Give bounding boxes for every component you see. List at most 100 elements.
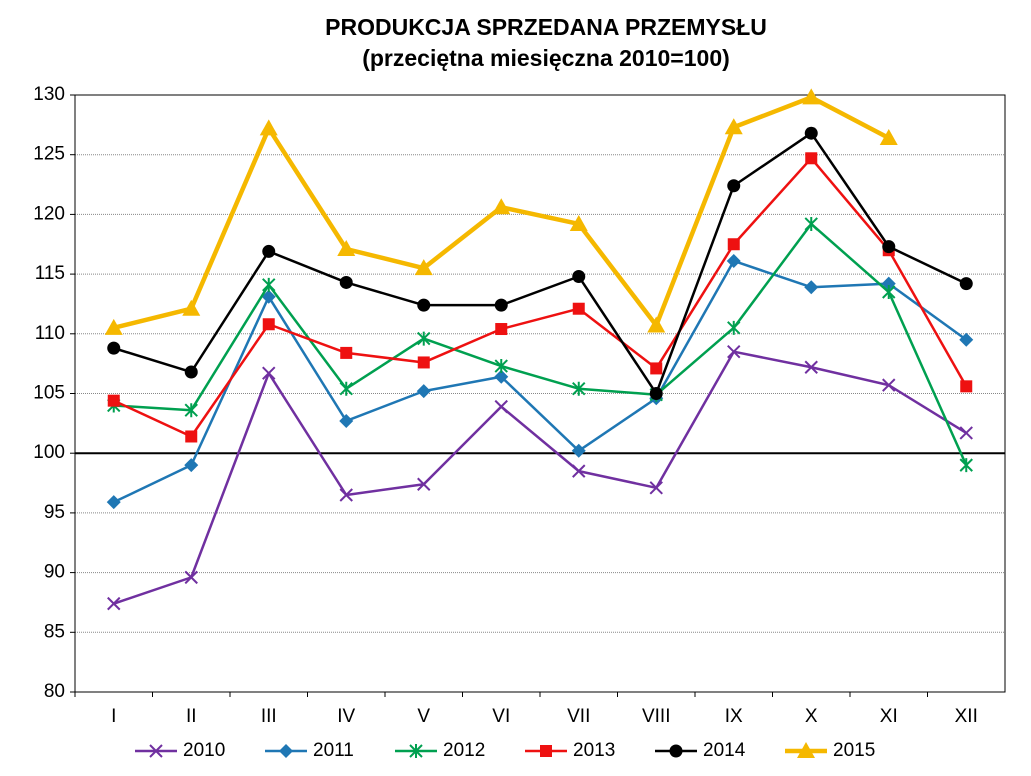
marker (724, 118, 743, 135)
marker (804, 216, 818, 231)
marker (107, 341, 121, 355)
y-tick-label: 110 (35, 323, 65, 344)
y-tick-label: 115 (35, 263, 65, 284)
marker (882, 285, 896, 300)
series-line (113, 157, 968, 438)
marker (494, 298, 508, 312)
marker (882, 240, 896, 254)
x-tick-label: V (417, 706, 430, 727)
legend-label: 2013 (573, 740, 615, 761)
series-line (113, 350, 967, 605)
legend-label: 2010 (183, 740, 225, 761)
marker (494, 359, 508, 374)
x-tick-label: XI (880, 706, 898, 727)
marker (417, 331, 431, 346)
marker (727, 238, 740, 251)
legend-marker (797, 742, 815, 758)
marker (339, 413, 354, 428)
marker (337, 240, 356, 257)
marker (184, 365, 198, 379)
marker (262, 318, 275, 331)
marker (184, 570, 198, 585)
marker (262, 366, 276, 380)
x-tick-label: VI (492, 706, 510, 727)
marker (107, 394, 120, 407)
legend-marker (409, 744, 423, 758)
chart-title: PRODUKCJA SPRZEDANA PRZEMYSŁU (325, 14, 767, 40)
legend-marker (669, 744, 683, 758)
legend-label: 2012 (443, 740, 485, 761)
legend-marker (279, 744, 293, 758)
series-line (113, 259, 967, 504)
marker (572, 302, 585, 315)
marker (959, 277, 973, 291)
marker (262, 277, 276, 292)
marker (649, 481, 663, 495)
marker (261, 289, 276, 304)
marker (572, 381, 586, 396)
marker (647, 316, 666, 333)
marker (727, 320, 741, 335)
marker (727, 179, 741, 193)
x-tick-label: III (261, 706, 277, 727)
marker (494, 399, 508, 414)
x-tick-label: VII (567, 706, 590, 727)
marker (804, 360, 818, 374)
chart-subtitle: (przeciętna miesięczna 2010=100) (362, 45, 730, 71)
x-tick-label: XII (955, 706, 978, 727)
marker (262, 244, 276, 258)
legend-label: 2011 (313, 740, 354, 761)
legend-marker (149, 744, 163, 758)
marker (495, 323, 508, 336)
marker (492, 198, 511, 215)
y-tick-label: 125 (33, 144, 65, 165)
marker (571, 443, 586, 458)
marker (104, 318, 123, 335)
y-tick-label: 95 (44, 502, 65, 523)
y-tick-label: 90 (44, 562, 65, 583)
marker (259, 119, 278, 136)
x-tick-label: VIII (642, 706, 671, 727)
marker (185, 430, 198, 443)
marker (184, 403, 198, 418)
y-tick-label: 85 (44, 621, 65, 642)
marker (339, 488, 353, 502)
marker (960, 380, 973, 393)
marker (727, 345, 741, 359)
marker (184, 458, 199, 473)
marker (340, 346, 353, 359)
y-tick-label: 105 (33, 383, 65, 404)
marker (339, 275, 353, 289)
marker (879, 128, 898, 145)
marker (494, 369, 509, 384)
marker (572, 269, 586, 283)
marker (804, 280, 819, 295)
marker (417, 298, 431, 312)
series-line (113, 222, 968, 466)
marker (569, 214, 588, 231)
x-tick-label: X (805, 706, 818, 727)
x-tick-label: IX (725, 706, 743, 727)
legend-label: 2015 (833, 740, 875, 761)
series-line (113, 131, 967, 395)
marker (805, 152, 818, 165)
legend-label: 2014 (703, 740, 746, 761)
x-tick-label: IV (337, 706, 355, 727)
marker (959, 332, 974, 347)
marker (416, 384, 431, 399)
marker (726, 253, 741, 268)
legend-marker (540, 745, 552, 757)
marker (959, 426, 973, 440)
marker (802, 88, 821, 105)
marker (649, 387, 663, 400)
y-tick-label: 120 (33, 203, 65, 224)
y-tick-label: 100 (33, 442, 65, 463)
marker (417, 356, 430, 369)
y-tick-label: 130 (33, 84, 65, 105)
marker (106, 495, 121, 510)
marker (107, 596, 121, 611)
marker (572, 464, 586, 478)
marker (182, 299, 201, 316)
marker (650, 362, 663, 375)
